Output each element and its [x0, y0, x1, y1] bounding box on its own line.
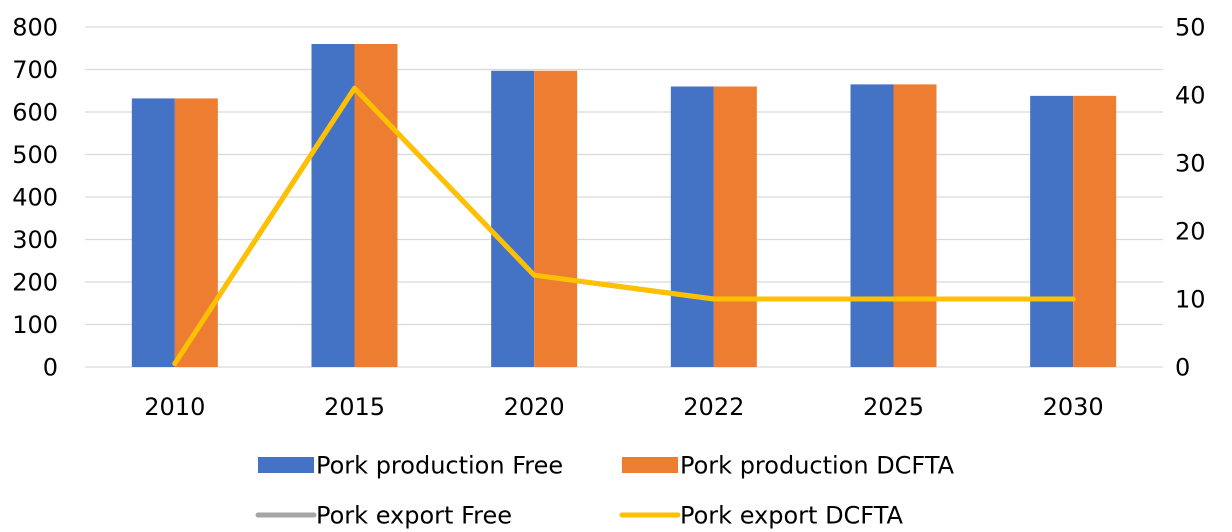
legend-item: Pork production DCFTA — [622, 452, 955, 480]
legend-label: Pork export DCFTA — [680, 502, 903, 530]
right-tick-label: 10 — [1175, 286, 1206, 314]
right-tick-label: 50 — [1175, 14, 1206, 42]
bar — [670, 86, 714, 367]
x-axis: 2010 2015 2020 2022 2025 2030 — [144, 393, 1103, 421]
x-tick-label: 2025 — [863, 393, 924, 421]
legend-label: Pork export Free — [316, 502, 512, 530]
x-tick-label: 2030 — [1043, 393, 1104, 421]
right-tick-label: 20 — [1175, 218, 1206, 246]
x-tick-label: 2010 — [144, 393, 205, 421]
x-tick-label: 2022 — [683, 393, 744, 421]
bar — [893, 84, 937, 367]
line-series — [172, 85, 1076, 367]
legend-item: Pork export DCFTA — [619, 502, 903, 530]
legend-label: Pork production DCFTA — [680, 452, 955, 480]
left-tick-label: 500 — [12, 141, 58, 169]
legend-swatch — [258, 457, 314, 473]
bar — [1073, 95, 1117, 367]
bar — [491, 70, 535, 368]
legend-swatch — [622, 457, 678, 473]
left-tick-label: 800 — [12, 14, 58, 42]
left-tick-label: 600 — [12, 99, 58, 127]
bar — [174, 98, 218, 368]
left-tick-label: 0 — [43, 354, 58, 382]
series-line-export-free — [172, 85, 1076, 367]
bar — [713, 86, 757, 367]
bar-series-free — [131, 44, 1074, 368]
left-tick-label: 400 — [12, 184, 58, 212]
right-tick-label: 0 — [1175, 354, 1190, 382]
x-tick-label: 2015 — [324, 393, 385, 421]
bar — [131, 98, 175, 368]
x-tick-label: 2020 — [504, 393, 565, 421]
legend-item: Pork production Free — [258, 452, 563, 480]
right-tick-label: 40 — [1175, 82, 1206, 110]
left-tick-label: 300 — [12, 226, 58, 254]
gridlines — [85, 26, 1163, 368]
right-y-axis: 0 10 20 30 40 50 — [1175, 14, 1206, 382]
left-tick-label: 700 — [12, 56, 58, 84]
bar — [311, 44, 355, 367]
right-tick-label: 30 — [1175, 150, 1206, 178]
bar — [534, 70, 578, 368]
bar-series — [131, 44, 1117, 368]
bar — [1030, 95, 1074, 367]
left-tick-label: 100 — [12, 311, 58, 339]
left-y-axis: 0 100 200 300 400 500 600 700 800 — [12, 14, 58, 382]
legend-item: Pork export Free — [255, 502, 512, 530]
left-tick-label: 200 — [12, 269, 58, 297]
legend-label: Pork production Free — [316, 452, 563, 480]
bar — [850, 84, 894, 367]
legend: Pork production Free Pork production DCFT… — [255, 452, 955, 530]
series-line-export-dcfta — [172, 85, 1076, 367]
